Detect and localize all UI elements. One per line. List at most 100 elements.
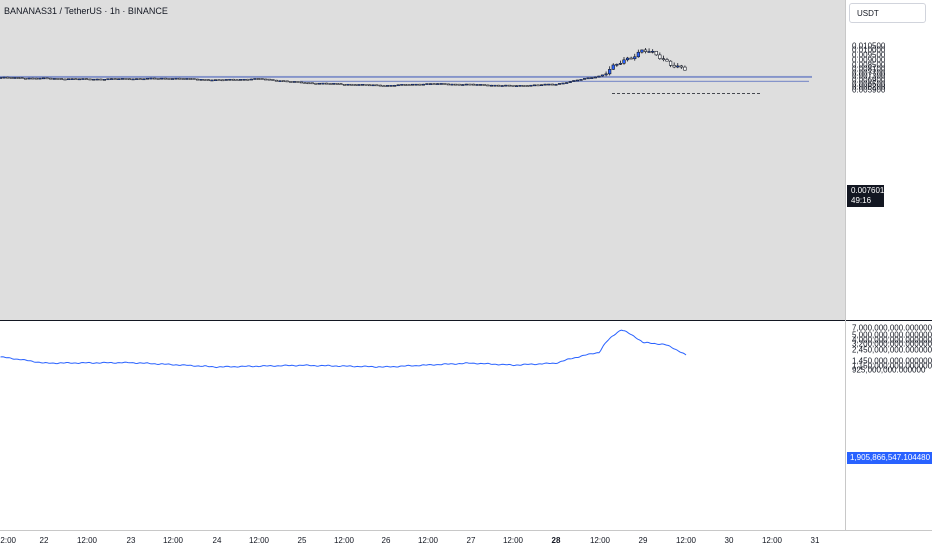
candle-body — [289, 81, 293, 83]
indicator-axis-label: 3,200,000,000.000000 — [852, 339, 932, 349]
candle-body — [514, 85, 519, 87]
candle-body — [299, 81, 304, 84]
candle-body — [654, 50, 658, 56]
candle-body — [335, 83, 339, 85]
time-axis-label: 29 — [638, 536, 648, 545]
indicator-value-badge: 1,905,866,547.104480 — [847, 452, 932, 464]
price-axis-label: 0.005900 — [852, 85, 886, 95]
candle-body — [142, 78, 146, 81]
candle — [278, 80, 282, 82]
candle — [385, 85, 390, 87]
candle-body — [475, 84, 479, 86]
candle-body — [160, 77, 164, 80]
candle-body — [13, 77, 17, 79]
candle — [511, 84, 515, 87]
candle-body — [38, 77, 42, 80]
candle — [289, 81, 293, 83]
candle-body — [464, 83, 468, 86]
time-axis-label: 12:00 — [162, 536, 184, 545]
price-axis-label: 0.006900 — [852, 75, 886, 85]
currency-selector[interactable]: USDT — [849, 3, 926, 23]
candle — [274, 79, 279, 82]
candle-body — [457, 83, 461, 86]
time-axis-label: 23 — [126, 536, 136, 545]
candle-body — [120, 78, 124, 80]
candle-body — [6, 76, 10, 79]
candle — [149, 77, 153, 80]
candle-body — [568, 81, 572, 83]
candle-body — [636, 51, 640, 58]
candle — [238, 79, 243, 81]
candle — [608, 66, 612, 76]
candle-body — [410, 83, 415, 86]
candle — [518, 85, 522, 87]
candle — [92, 78, 96, 81]
candle — [464, 83, 468, 86]
candle — [135, 78, 139, 80]
candle-body — [77, 78, 81, 81]
candle-body — [643, 49, 648, 52]
candle-body — [321, 82, 325, 85]
support-zone[interactable] — [0, 75, 812, 78]
candle — [496, 84, 501, 87]
candle — [350, 83, 354, 86]
indicator-axis-label: 1,150,000,000.000000 — [852, 361, 932, 371]
candle — [500, 85, 504, 87]
support-zone[interactable] — [300, 80, 809, 83]
candle — [514, 85, 519, 87]
candle-body — [593, 76, 597, 79]
candle — [181, 78, 185, 80]
candle-body — [221, 79, 225, 82]
candle — [185, 78, 189, 80]
candle-body — [163, 77, 167, 80]
candle — [679, 64, 683, 69]
candle — [106, 78, 110, 81]
price-axis-label: 0.010500 — [852, 41, 886, 51]
symbol-title[interactable]: BANANAS31 / TetherUS · 1h · BINANCE — [4, 6, 168, 16]
time-axis-label: 12:00 — [417, 536, 439, 545]
candle — [586, 77, 590, 80]
candle-body — [396, 84, 400, 87]
candle-body — [238, 79, 243, 81]
candle — [382, 85, 386, 88]
candle-body — [550, 83, 554, 86]
candle — [432, 83, 436, 85]
candle — [228, 78, 232, 81]
candle — [443, 83, 447, 85]
candle — [539, 84, 544, 87]
candle — [303, 82, 307, 84]
price-axis-label: 0.007300 — [852, 71, 886, 81]
candle — [633, 53, 637, 61]
candle — [525, 85, 529, 87]
candle-body — [210, 79, 214, 82]
candle-body — [235, 79, 239, 81]
candle-body — [31, 77, 35, 80]
candle-body — [314, 82, 318, 85]
candle-body — [647, 51, 651, 53]
candle-body — [131, 78, 135, 81]
candle-body — [672, 64, 676, 68]
candle-body — [582, 78, 587, 80]
candle — [625, 56, 630, 62]
candle — [547, 83, 551, 86]
time-axis-label: 28 — [551, 536, 561, 545]
candle-body — [224, 79, 228, 81]
candle — [167, 78, 171, 80]
candle-body — [575, 79, 580, 82]
candle — [52, 78, 56, 80]
candle-body — [2, 76, 6, 79]
indicator-line — [0, 329, 687, 369]
candle-body — [317, 82, 322, 85]
candle — [145, 77, 150, 80]
candle — [561, 82, 565, 85]
last-price-badge: 0.007601 49:16 — [847, 185, 884, 207]
candle — [403, 84, 408, 86]
candle — [468, 83, 472, 86]
candle — [672, 62, 676, 69]
candle-body — [16, 77, 21, 79]
candle — [507, 84, 511, 87]
candle-body — [292, 81, 296, 83]
candle — [292, 81, 296, 83]
